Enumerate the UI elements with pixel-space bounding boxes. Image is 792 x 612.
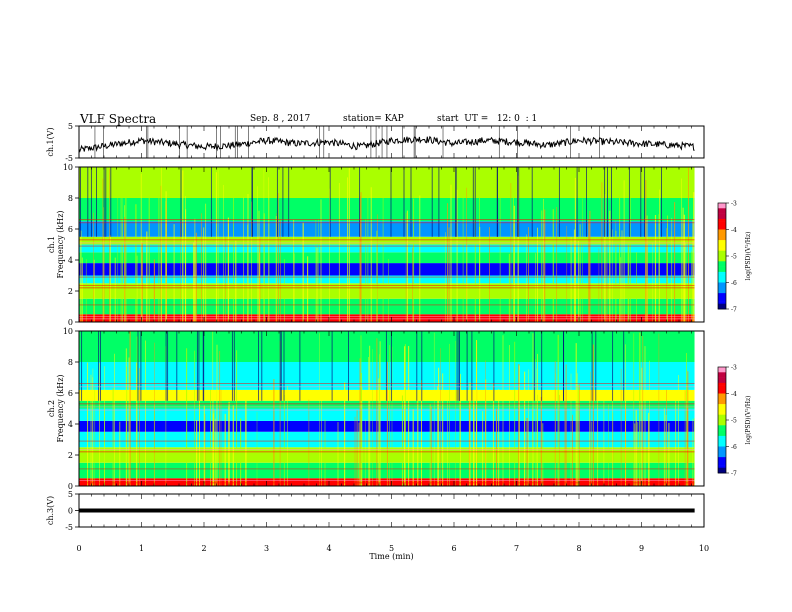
colorbar-segment bbox=[718, 224, 726, 228]
y-tick-label: 8 bbox=[68, 194, 73, 203]
colorbar-segment bbox=[718, 261, 726, 265]
colorbar-segment bbox=[718, 306, 726, 310]
colorbar-segment bbox=[718, 210, 726, 214]
y-tick-label: 4 bbox=[68, 256, 73, 265]
colorbar-segment bbox=[718, 229, 726, 233]
spectral-band bbox=[79, 252, 695, 264]
spectral-band bbox=[79, 314, 695, 322]
station-label: station= KAP bbox=[343, 114, 404, 124]
colorbar-segment bbox=[718, 237, 726, 241]
colorbar-segment bbox=[718, 226, 726, 230]
colorbar-segment bbox=[718, 263, 726, 267]
spectral-band bbox=[79, 283, 695, 299]
colorbar-tick-label: -7 bbox=[731, 307, 737, 314]
y-tick-label: 2 bbox=[68, 287, 73, 296]
colorbar-segment bbox=[718, 303, 726, 307]
spectral-band bbox=[79, 198, 695, 222]
colorbar-segment bbox=[718, 245, 726, 249]
colorbar-segment bbox=[718, 285, 726, 289]
colorbar-segment bbox=[718, 216, 726, 220]
colorbar-segment bbox=[718, 218, 726, 222]
spectral-band bbox=[79, 221, 695, 237]
colorbar-tick-label: -3 bbox=[731, 201, 737, 208]
y-tick-label: 10 bbox=[63, 163, 73, 172]
colorbar-segment bbox=[718, 234, 726, 238]
figure-title: VLF Spectra bbox=[80, 112, 157, 126]
colorbar-segment bbox=[718, 208, 726, 212]
colorbar-segment bbox=[718, 258, 726, 262]
spectral-band bbox=[79, 236, 695, 245]
spectral-band bbox=[79, 298, 695, 315]
colorbar-segment bbox=[718, 256, 726, 259]
colorbar-tick-label: -6 bbox=[731, 280, 737, 287]
spectrogram-ch1-spectrogram: ch.1 Frequency (kHz) log(PSD)(V²/Hz) bbox=[47, 166, 752, 323]
colorbar-segment bbox=[718, 203, 726, 206]
colorbar-segment bbox=[718, 232, 726, 236]
colorbar-segment bbox=[718, 282, 726, 286]
spectral-band bbox=[79, 431, 695, 448]
spectral-band bbox=[79, 462, 695, 479]
y-tick-label: 5 bbox=[68, 122, 73, 131]
spectral-band bbox=[79, 275, 695, 284]
colorbar-segment bbox=[718, 240, 726, 244]
spectral-band bbox=[79, 244, 695, 253]
y-axis-label-line: ch.1 bbox=[47, 236, 56, 253]
colorbar-segment bbox=[718, 271, 726, 275]
colorbar: log(PSD)(V²/Hz) bbox=[717, 202, 752, 310]
spectrogram-ch2-spectrogram: ch.2 Frequency (kHz) log(PSD)(V²/Hz) bbox=[47, 330, 752, 487]
colorbar-segment bbox=[718, 213, 726, 217]
y-tick-label: 0 bbox=[68, 318, 73, 327]
colorbar-tick-label: -5 bbox=[731, 254, 737, 261]
start-ut-label: start UT = 12: 0 : 1 bbox=[437, 114, 538, 124]
y-tick-label: -5 bbox=[65, 154, 73, 163]
spectral-band bbox=[79, 400, 695, 409]
colorbar-segment bbox=[718, 221, 726, 225]
waveform-ch1-waveform: ch.1(V) bbox=[46, 125, 695, 159]
colorbar-segment bbox=[718, 274, 726, 278]
colorbar-segment bbox=[718, 205, 726, 209]
colorbar-segment bbox=[718, 298, 726, 302]
colorbar-segment bbox=[718, 242, 726, 246]
y-axis-label: ch.1 Frequency (kHz) bbox=[47, 210, 65, 278]
y-tick-label: 6 bbox=[68, 225, 73, 234]
spectral-band bbox=[79, 420, 695, 432]
spectral-band bbox=[79, 263, 695, 276]
y-axis-label: ch.1(V) bbox=[46, 127, 55, 156]
y-axis-label-line: Frequency (kHz) bbox=[56, 210, 65, 278]
colorbar-segment bbox=[718, 301, 726, 305]
colorbar-segment bbox=[718, 277, 726, 281]
colorbar-label: log(PSD)(V²/Hz) bbox=[745, 232, 752, 281]
colorbar-segment bbox=[718, 250, 726, 254]
colorbar-segment bbox=[718, 266, 726, 270]
colorbar-tick-label: -4 bbox=[731, 227, 737, 234]
colorbar-segment bbox=[718, 290, 726, 294]
colorbar-segment bbox=[718, 269, 726, 273]
colorbar-segment bbox=[718, 293, 726, 297]
colorbar-segment bbox=[718, 248, 726, 252]
no-data-region bbox=[694, 167, 704, 322]
date-label: Sep. 8 , 2017 bbox=[250, 114, 311, 124]
colorbar-segment bbox=[718, 279, 726, 283]
spectral-band bbox=[79, 167, 695, 198]
colorbar-segment bbox=[718, 287, 726, 291]
colorbar-segment bbox=[718, 295, 726, 299]
colorbar-segment bbox=[718, 253, 726, 257]
spectral-band bbox=[79, 478, 695, 486]
